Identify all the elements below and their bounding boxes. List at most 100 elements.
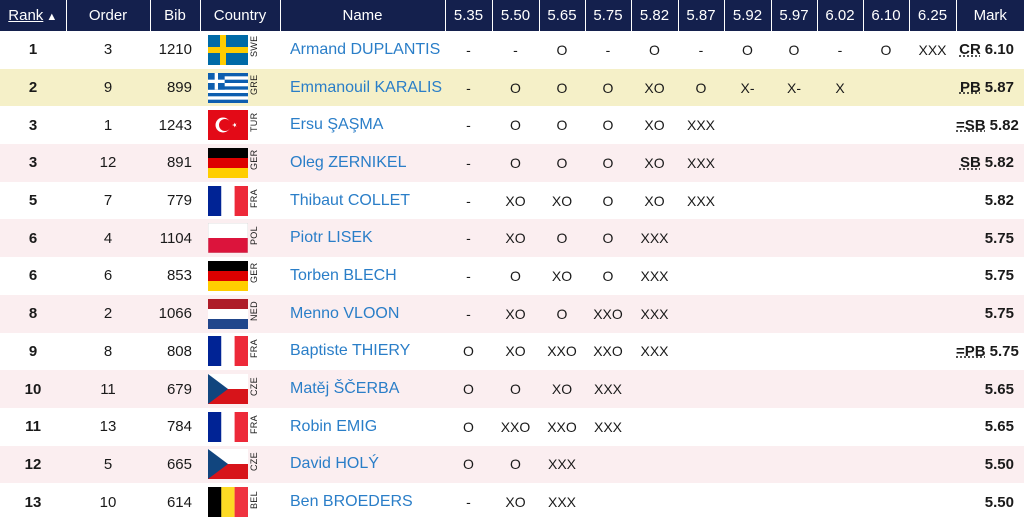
attempt-cell: O [556,154,568,171]
order-cell: 10 [99,493,117,511]
attempt-cell: XXX [686,117,715,134]
height-header: 5.35 [445,0,493,31]
attempt-cell [771,144,817,182]
attempt-cell: XO [505,192,526,209]
country-flag: TUR [208,110,261,141]
mark-cell: 5.50 [956,483,1024,521]
attempt-cell: - [837,41,843,58]
mark-value: 5.87 [984,79,1014,97]
mark-cell: CR 6.10 [956,31,1024,69]
mark-header: Mark [973,7,1007,24]
attempt-cell: XXO [593,343,623,360]
order-cell: 11 [100,380,116,398]
athlete-name-link[interactable]: Baptiste THIERY [290,342,411,360]
attempt-cell [631,446,678,484]
athlete-name-link[interactable]: Piotr LISEK [290,229,373,247]
attempt-cell: - [466,41,471,58]
mark-value: 5.65 [984,380,1014,398]
attempt-cell: XO [551,192,573,209]
attempt-cell [909,370,956,408]
attempt-cell [909,333,956,371]
attempt-cell: O [556,41,568,58]
attempt-cell: - [466,267,471,284]
country-cell: CZE [200,446,280,484]
country-code: FRA [249,188,259,208]
mark-value: 5.50 [984,493,1014,511]
sort-up-icon[interactable]: ▲ [46,11,58,23]
header-row: Rank ▲ Order Bib Country Name 5.35 5.50 5… [0,0,1024,31]
record-note: CR [959,41,981,59]
table-row: 6 6 853 GER Torben BLECH - O XO O XXX 5.75 [0,257,1024,295]
attempt-cell [909,69,956,107]
athlete-name-link[interactable]: Oleg ZERNIKEL [290,153,407,171]
flag-icon [208,411,248,442]
attempt-cell [724,106,771,144]
athlete-name-link[interactable]: Menno VLOON [290,304,400,322]
rank-cell: 8 [28,305,38,323]
athlete-name-link[interactable]: Robin EMIG [290,417,378,435]
athlete-name-link[interactable]: Armand DUPLANTIS [290,40,441,58]
mark-cell: SB 5.82 [956,144,1024,182]
attempt-cell: O [510,267,521,284]
attempt-cell [863,370,909,408]
attempt-cell [724,408,771,446]
athlete-name-link[interactable]: Torben BLECH [290,266,397,284]
height-header: 5.75 [585,0,632,31]
rank-header[interactable]: Rank ▲ [0,0,67,31]
flag-icon [208,147,248,178]
attempt-cell [817,144,863,182]
order-cell: 3 [103,41,113,59]
bib-header: Bib [150,0,201,31]
attempt-cell [678,295,724,333]
country-flag: BEL [208,487,261,518]
country-cell: GER [200,144,280,182]
table-row: 1 3 1210 SWE Armand DUPLANTIS - - O - O - O O - O XXX CR… [0,31,1024,69]
rank-cell: 13 [24,493,42,511]
attempt-cell: O [880,41,892,58]
country-cell: FRA [200,182,280,220]
mark-cell: 5.65 [956,370,1024,408]
attempt-cell: XO [644,192,665,209]
order-cell: 2 [103,305,113,323]
flag-icon [208,34,248,65]
athlete-name-link[interactable]: Thibaut COLLET [290,191,411,209]
rank-cell: 12 [24,455,42,473]
attempt-cell: O [510,79,521,96]
country-header: Country [200,0,281,31]
attempt-cell: O [742,41,753,58]
mark-cell: 5.82 [956,182,1024,220]
attempt-cell: XXX [686,154,715,171]
attempt-cell: XO [505,230,526,247]
attempt-cell [724,446,771,484]
rank-cell: 10 [24,380,42,398]
name-cell: Ersu ŞAŞMA [280,106,445,144]
athlete-name-link[interactable]: Ersu ŞAŞMA [290,116,384,134]
attempt-cell [771,408,817,446]
rank-cell: 3 [28,154,38,172]
mark-value: 5.65 [984,418,1014,436]
bib-cell: 665 [166,455,192,473]
attempt-cell: X- [740,79,755,96]
attempt-cell: XO [505,343,526,360]
athlete-name-link[interactable]: David HOLÝ [290,455,379,473]
rank-cell: 3 [28,116,38,134]
athlete-name-link[interactable]: Matěj ŠČERBA [290,380,400,398]
height-header: 5.92 [724,0,772,31]
bib-cell: 1066 [158,305,192,323]
bib-cell: 679 [166,380,192,398]
attempt-cell: XO [644,117,665,134]
table-row: 9 8 808 FRA Baptiste THIERY O XO XXO XXO XXX =PB 5.… [0,332,1024,371]
attempt-cell [631,408,678,446]
flag-icon [208,223,248,254]
country-cell: TUR [200,106,280,144]
attempt-cell: O [510,154,521,171]
athlete-name-link[interactable]: Emmanouil KARALIS [290,78,443,96]
athlete-name-link[interactable]: Ben BROEDERS [290,493,413,511]
attempt-cell [863,144,909,182]
rank-cell: 1 [28,41,38,59]
attempt-cell: XO [551,381,573,398]
mark-value: 5.50 [984,455,1014,473]
country-cell: FRA [200,408,280,446]
height-header: 5.50 [492,0,540,31]
rank-sort-link[interactable]: Rank [8,7,44,24]
